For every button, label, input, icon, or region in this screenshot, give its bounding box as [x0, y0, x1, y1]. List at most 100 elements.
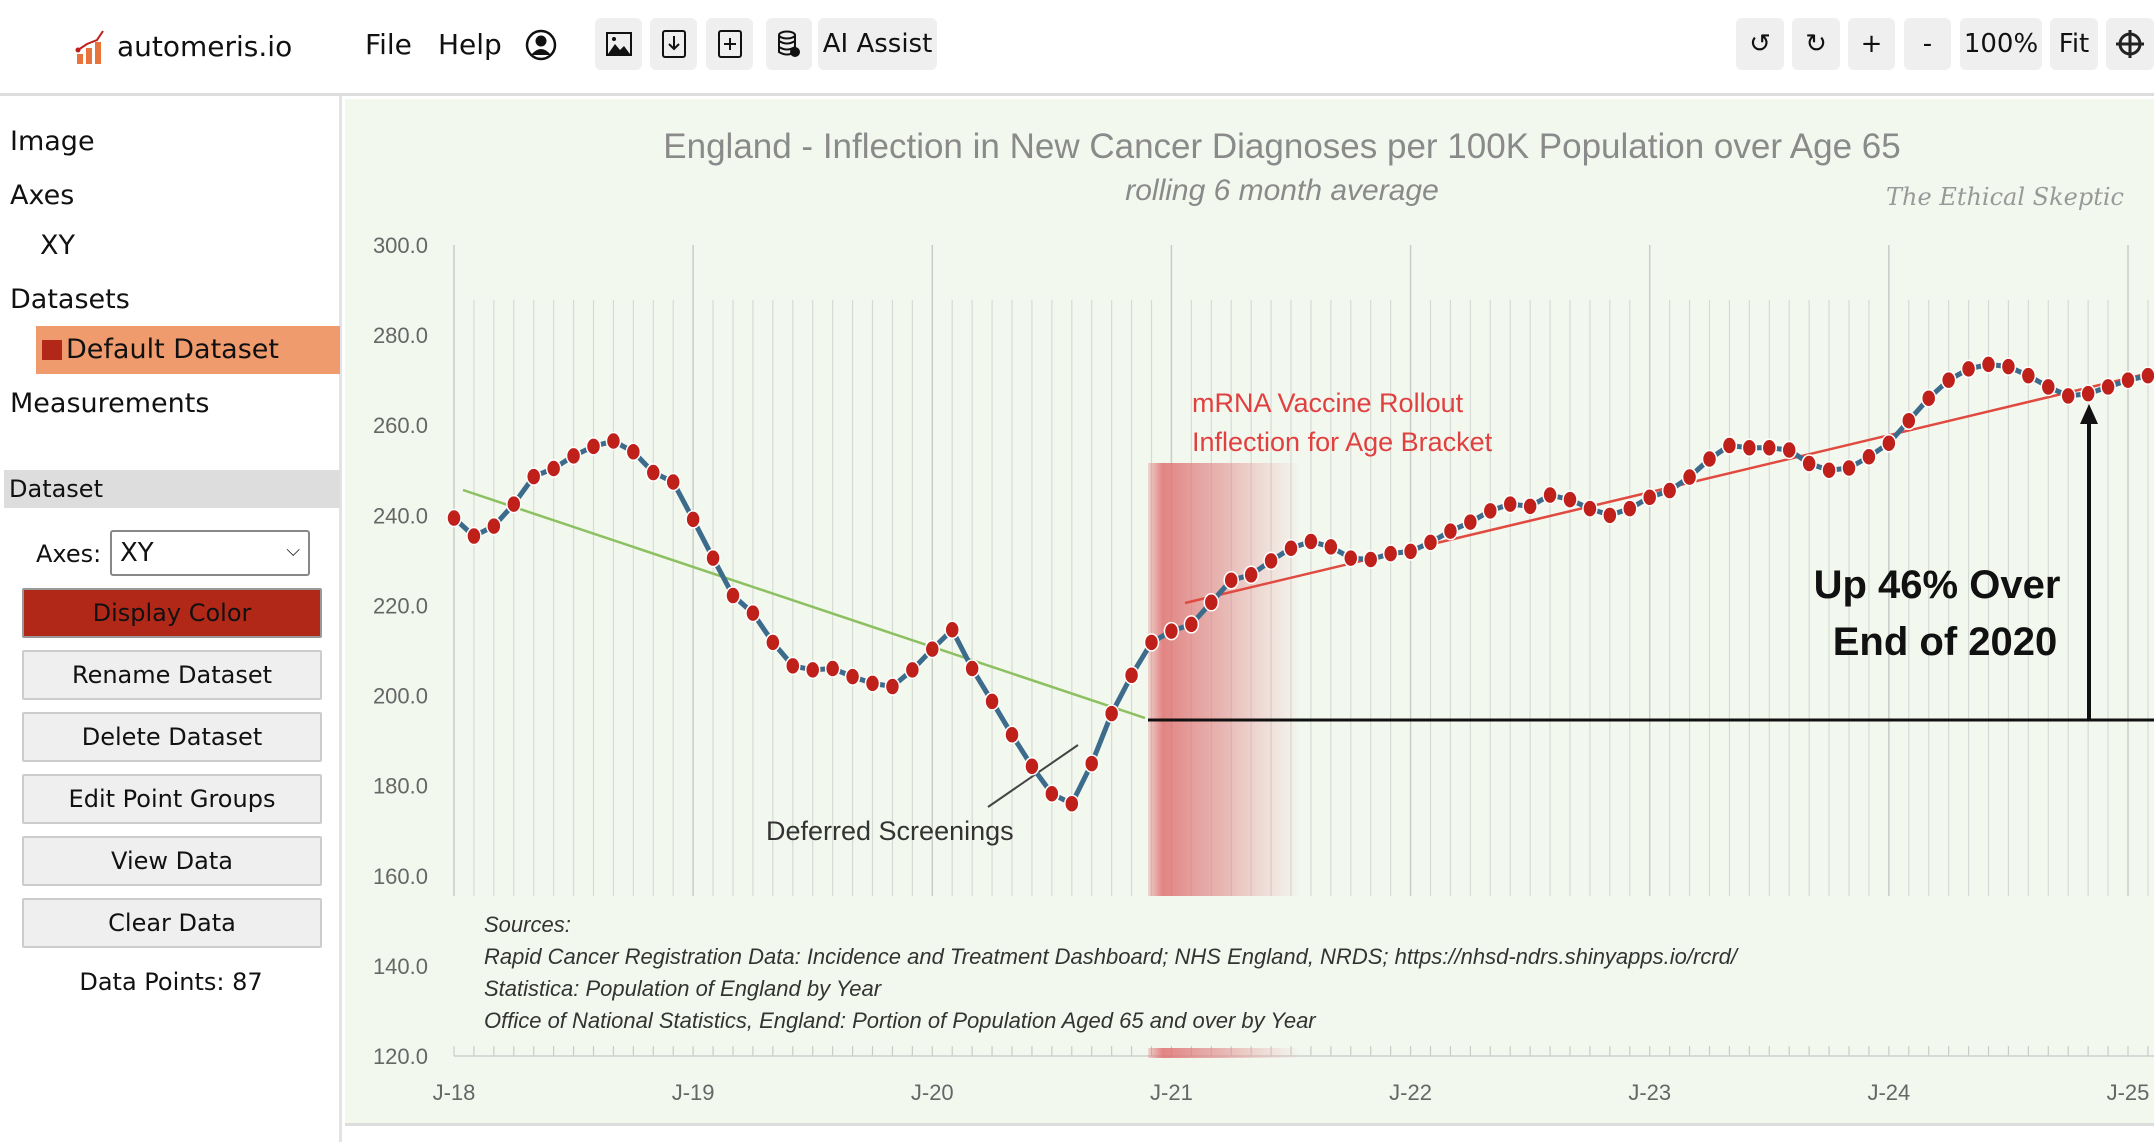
data-point[interactable] [984, 692, 1000, 711]
rotate-left-button[interactable]: ↺ [1736, 18, 1784, 70]
fit-button[interactable]: Fit [2050, 18, 2098, 70]
data-point[interactable] [1821, 461, 1837, 480]
data-point[interactable] [2020, 366, 2037, 385]
data-point[interactable] [1482, 501, 1499, 521]
data-point[interactable] [1303, 532, 1319, 551]
data-point[interactable] [1681, 467, 1698, 487]
axes-select[interactable]: XY ⌵ [110, 530, 310, 576]
data-point[interactable] [1163, 621, 1180, 641]
data-point[interactable] [1382, 544, 1399, 563]
data-point[interactable] [1083, 754, 1100, 773]
data-point[interactable] [1362, 550, 1379, 569]
data-point[interactable] [944, 620, 960, 640]
data-point[interactable] [1402, 542, 1419, 561]
data-point[interactable] [1801, 454, 1817, 473]
data-point[interactable] [585, 437, 602, 456]
import-button[interactable] [650, 18, 697, 70]
rotate-right-button[interactable]: ↻ [1792, 18, 1840, 70]
data-point[interactable] [1741, 438, 1758, 457]
data-point[interactable] [1203, 593, 1220, 612]
sidebar-item-axes[interactable]: Axes [10, 180, 75, 211]
ai-assist-button[interactable]: AI Assist [818, 18, 937, 70]
data-point[interactable] [1044, 784, 1060, 804]
data-point[interactable] [1940, 370, 1957, 390]
data-point[interactable] [2060, 386, 2076, 406]
data-point[interactable] [1761, 438, 1778, 457]
data-point[interactable] [1602, 506, 1618, 525]
data-point[interactable] [625, 442, 642, 462]
data-point[interactable] [1103, 704, 1120, 723]
data-point[interactable] [1343, 548, 1359, 568]
user-account-icon[interactable] [525, 29, 557, 61]
data-point[interactable] [1960, 359, 1977, 379]
data-point[interactable] [765, 633, 781, 652]
data-point[interactable] [466, 526, 482, 546]
delete-dataset-button[interactable]: Delete Dataset [22, 712, 322, 762]
display-color-button[interactable]: Display Color [22, 588, 322, 638]
data-point[interactable] [565, 446, 582, 466]
data-point[interactable] [1920, 388, 1937, 408]
data-point[interactable] [804, 660, 821, 680]
data-point[interactable] [1263, 551, 1279, 571]
data-point[interactable] [904, 660, 921, 680]
data-point[interactable] [1841, 458, 1857, 478]
data-point[interactable] [1522, 497, 1538, 516]
data-point[interactable] [1422, 533, 1439, 552]
data-point[interactable] [1622, 499, 1638, 518]
zoom-out-button[interactable]: - [1904, 18, 1951, 70]
data-point[interactable] [1323, 537, 1339, 557]
data-point[interactable] [1243, 565, 1259, 585]
rename-dataset-button[interactable]: Rename Dataset [22, 650, 322, 700]
sidebar-item-default-dataset[interactable]: Default Dataset [36, 326, 340, 374]
data-point[interactable] [864, 674, 881, 693]
data-point[interactable] [924, 639, 941, 659]
data-point[interactable] [1781, 440, 1797, 460]
data-point[interactable] [525, 467, 542, 486]
data-point[interactable] [1881, 433, 1897, 453]
data-point[interactable] [705, 548, 721, 568]
data-point[interactable] [1901, 411, 1917, 430]
data-point[interactable] [665, 472, 681, 492]
data-point[interactable] [1980, 355, 1997, 374]
data-point[interactable] [884, 677, 901, 696]
data-point[interactable] [645, 463, 662, 482]
data-point[interactable] [486, 516, 502, 536]
data-point[interactable] [2140, 366, 2154, 385]
data-point[interactable] [1143, 633, 1160, 652]
data-point[interactable] [1183, 615, 1200, 634]
data-point[interactable] [1641, 488, 1658, 507]
data-point[interactable] [2040, 377, 2057, 397]
clear-data-button[interactable]: Clear Data [22, 898, 322, 948]
data-point[interactable] [506, 494, 522, 514]
data-point[interactable] [844, 667, 861, 686]
data-point[interactable] [1582, 499, 1598, 518]
data-point[interactable] [1123, 666, 1140, 685]
chart-canvas[interactable]: England - Inflection in New Cancer Diagn… [345, 99, 2154, 1126]
sidebar-item-datasets[interactable]: Datasets [10, 284, 130, 315]
sidebar-item-image[interactable]: Image [10, 126, 95, 157]
data-point[interactable] [1701, 449, 1718, 469]
data-point[interactable] [605, 431, 622, 451]
view-data-button[interactable]: View Data [22, 836, 322, 886]
sidebar-item-xy[interactable]: XY [40, 230, 75, 261]
database-button[interactable] [766, 18, 812, 70]
data-point[interactable] [1661, 481, 1678, 500]
data-point[interactable] [2080, 384, 2096, 403]
sidebar-item-measurements[interactable]: Measurements [10, 388, 210, 419]
zoom-level-button[interactable]: 100% [1960, 18, 2042, 70]
data-point[interactable] [1542, 485, 1558, 505]
data-point[interactable] [1562, 490, 1578, 509]
add-button[interactable] [706, 18, 753, 70]
data-point[interactable] [745, 603, 761, 623]
data-point[interactable] [685, 510, 701, 529]
crosshair-button[interactable] [2106, 18, 2154, 70]
data-point[interactable] [545, 459, 562, 478]
data-point[interactable] [785, 656, 801, 676]
menu-help[interactable]: Help [438, 28, 502, 61]
data-point[interactable] [1064, 794, 1080, 813]
data-point[interactable] [1283, 538, 1299, 558]
load-image-button[interactable] [595, 18, 642, 70]
data-point[interactable] [2100, 377, 2116, 397]
data-point[interactable] [1442, 521, 1459, 541]
data-point[interactable] [725, 586, 741, 605]
